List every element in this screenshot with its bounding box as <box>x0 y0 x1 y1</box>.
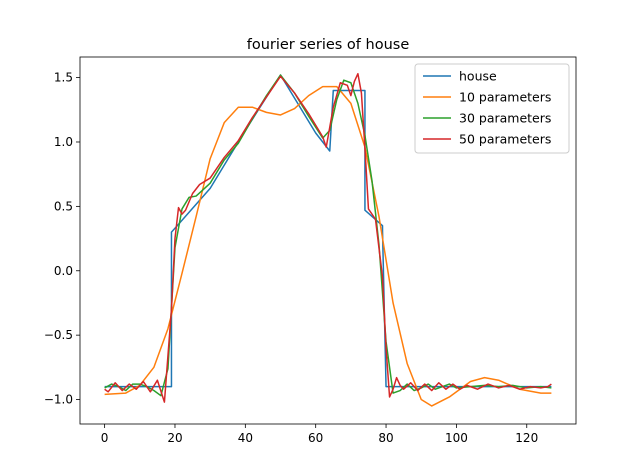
plot-area: 0 20 40 60 80 100 120 −1.0 −0.5 0.0 0.5 1.0 1.5 <box>44 56 577 445</box>
chart-title: fourier series of house <box>247 37 410 53</box>
y-tick-label: 1.0 <box>54 135 73 149</box>
legend-label-3: 30 parameters <box>459 111 551 126</box>
y-tick-label: −1.0 <box>44 393 73 407</box>
y-tick-label: 0.0 <box>54 264 73 278</box>
series-line-4 <box>104 72 552 403</box>
x-tick-label: 20 <box>167 431 182 445</box>
x-tick-label: 100 <box>445 431 468 445</box>
series-line-1 <box>104 74 552 388</box>
axes-frame <box>79 56 577 425</box>
x-tick-label: 60 <box>308 431 323 445</box>
legend-label-1: house <box>459 69 497 84</box>
series-line-3 <box>104 74 552 397</box>
legend-label-4: 50 parameters <box>459 132 551 147</box>
x-tick-label: 40 <box>238 431 253 445</box>
y-tick-label: 0.5 <box>54 199 73 213</box>
legend-box <box>414 63 570 154</box>
x-tick-label: 0 <box>101 431 109 445</box>
x-tick-label: 80 <box>378 431 393 445</box>
legend-label-2: 10 parameters <box>459 90 551 105</box>
x-tick-label: 120 <box>515 431 538 445</box>
y-tick-label: −0.5 <box>44 328 73 342</box>
series-line-2 <box>104 85 552 407</box>
y-tick-label: 1.5 <box>54 71 73 85</box>
legend: house 10 parameters 30 parameters 50 parame… <box>414 63 570 154</box>
